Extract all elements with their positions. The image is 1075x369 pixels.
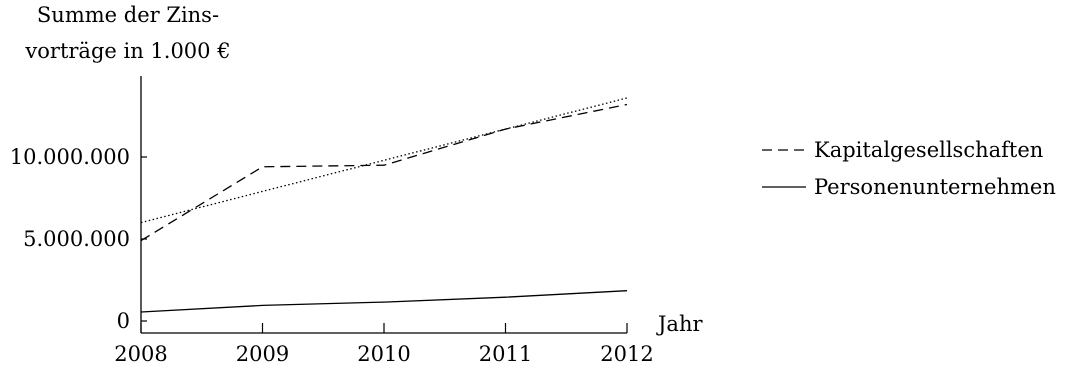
x-ticks: 2008 2009 2010 2011 2012 — [114, 323, 654, 366]
series-line-dotted — [140, 97, 628, 224]
x-axis-title: Jahr — [656, 312, 703, 336]
y-ticks: 0 5.000.000 10.000.000 — [10, 145, 147, 333]
series-lines — [140, 97, 628, 313]
y-tick-label: 10.000.000 — [10, 145, 130, 169]
x-tick-label: 2012 — [600, 342, 653, 366]
series-line-personenunternehmen — [140, 290, 628, 313]
legend-label: Personenunternehmen — [814, 175, 1056, 199]
y-tick-label: 5.000.000 — [23, 227, 130, 251]
series-line-kapitalgesellschaften — [140, 103, 628, 242]
legend: Kapitalgesellschaften Personenunternehmen — [762, 138, 1056, 199]
x-tick-label: 2010 — [357, 342, 410, 366]
x-tick-label: 2011 — [479, 342, 532, 366]
legend-label: Kapitalgesellschaften — [814, 138, 1043, 162]
x-tick-label: 2008 — [114, 342, 167, 366]
y-tick-label: 0 — [117, 309, 130, 333]
y-axis-title-line-1: Summe der Zins- — [37, 3, 219, 27]
y-axis-title-line-2: vorträge in 1.000 € — [24, 39, 230, 63]
x-tick-label: 2009 — [236, 342, 289, 366]
